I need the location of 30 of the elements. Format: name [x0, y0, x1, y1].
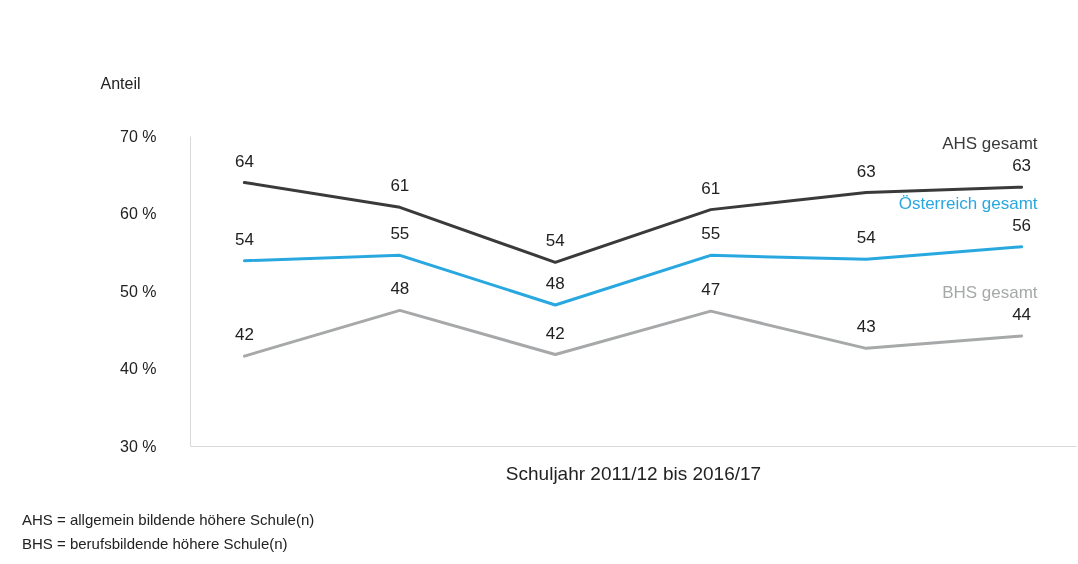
x-axis-title: Schuljahr 2011/12 bis 2016/17 — [505, 462, 762, 484]
y-tick-label: 70 % — [120, 127, 157, 145]
data-label: 54 — [856, 228, 876, 248]
data-label: 64 — [234, 151, 254, 171]
data-label: 55 — [390, 224, 410, 244]
data-label: 63 — [856, 161, 876, 181]
data-label: 48 — [545, 273, 565, 293]
data-label: 63 — [1012, 156, 1032, 176]
text: BHS = berufsbildende höhere Schule(n) — [22, 535, 288, 552]
data-label: 55 — [701, 224, 721, 244]
data-label: 54 — [234, 229, 254, 249]
y-tick-label: 40 % — [120, 360, 157, 377]
text: BHS gesamt — [942, 282, 1038, 302]
data-label: 43 — [856, 317, 876, 337]
y-axis-title: Anteil — [100, 74, 141, 92]
data-label: 61 — [701, 178, 721, 198]
data-label: 48 — [390, 279, 410, 299]
y-tick-label: 30 % — [120, 437, 157, 455]
data-label: 42 — [234, 325, 254, 345]
data-label: 56 — [1012, 215, 1032, 235]
text: AHS = allgemein bildende höhere Schule(n) — [22, 511, 315, 528]
data-label: 42 — [545, 323, 565, 343]
text: Österreich gesamt — [898, 193, 1038, 213]
data-label: 47 — [701, 280, 721, 300]
y-tick-label: 60 % — [120, 205, 157, 222]
data-label: 54 — [545, 231, 565, 251]
text: AHS gesamt — [942, 134, 1038, 154]
y-tick-label: 50 % — [120, 282, 157, 300]
data-label: 61 — [390, 176, 410, 196]
data-label: 44 — [1012, 304, 1032, 324]
